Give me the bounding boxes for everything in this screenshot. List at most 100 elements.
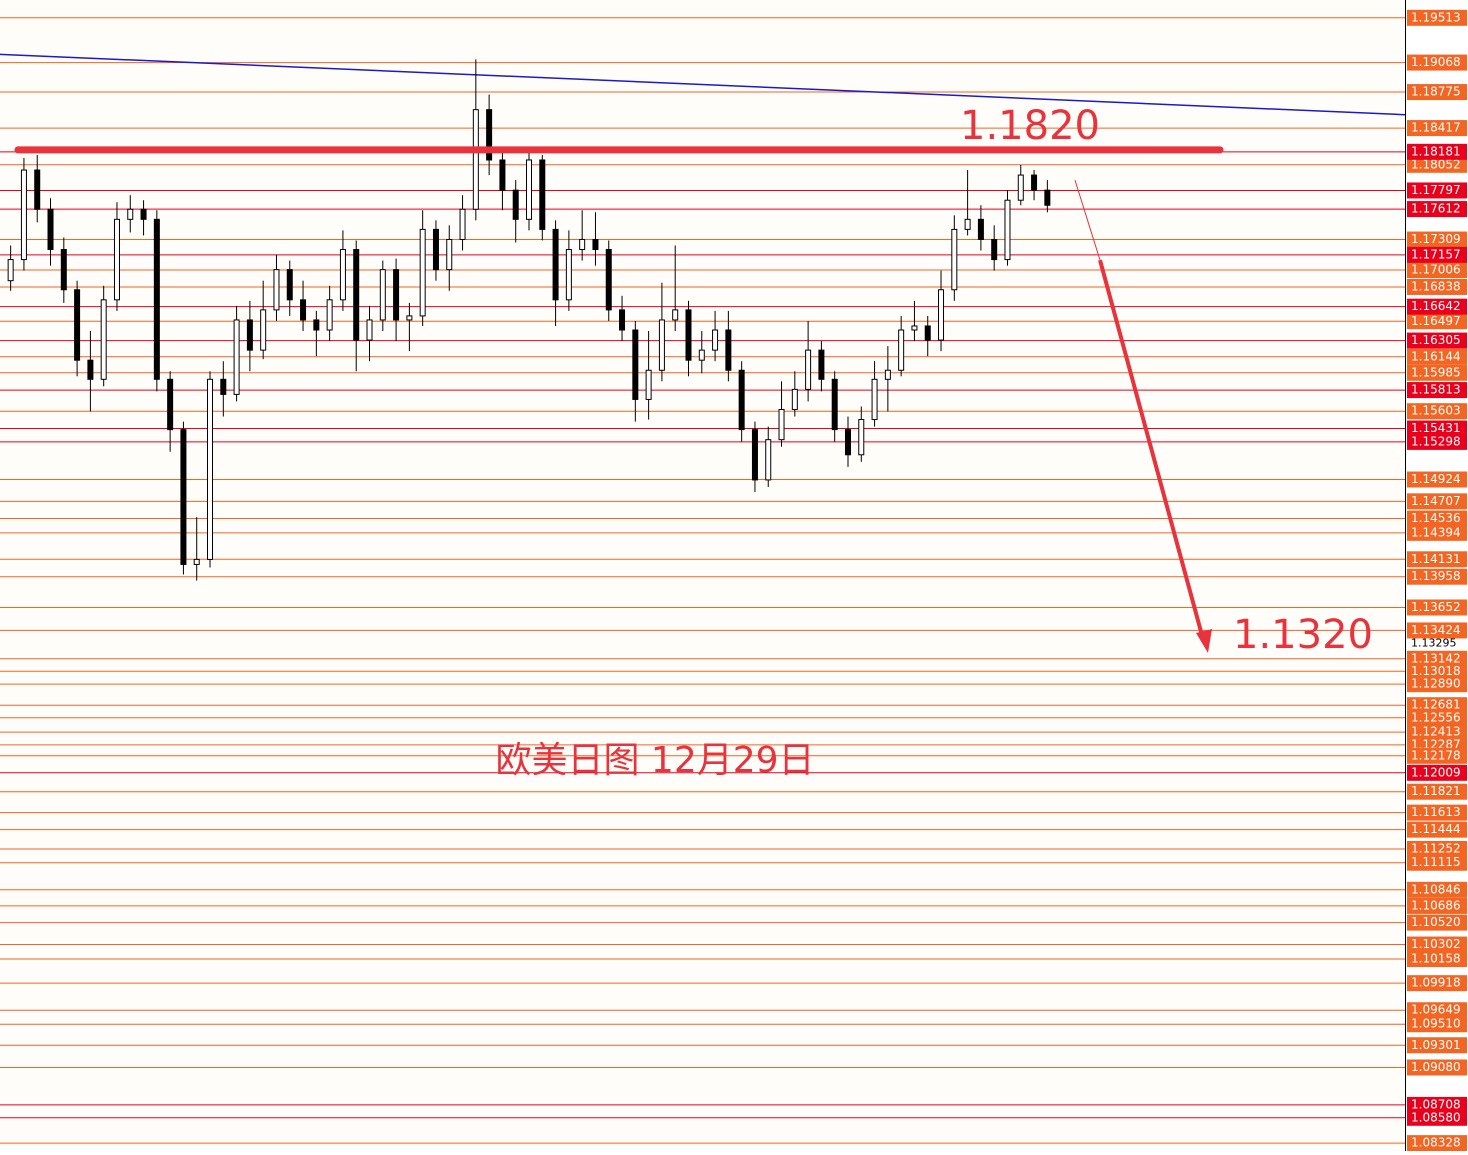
plot-area bbox=[0, 0, 1405, 1151]
candle-body bbox=[207, 378, 214, 560]
candle-body bbox=[658, 319, 665, 371]
chart-title: 欧美日图 12月29日 bbox=[495, 740, 814, 781]
key-level-label-bg bbox=[1407, 201, 1467, 218]
key-level-label: 1.17157 bbox=[1411, 247, 1461, 261]
key-level-label-bg bbox=[1407, 298, 1467, 315]
target-arrowhead bbox=[1196, 628, 1212, 653]
candle-body bbox=[74, 289, 81, 361]
candle-body bbox=[698, 349, 705, 361]
level-label: 1.09649 bbox=[1411, 1003, 1461, 1017]
level-label: 1.17309 bbox=[1411, 232, 1461, 246]
trendline bbox=[0, 53, 1406, 116]
candle-body bbox=[406, 315, 413, 321]
candle-body bbox=[539, 159, 546, 230]
level-label-bg bbox=[1407, 54, 1467, 71]
level-label: 1.12178 bbox=[1411, 748, 1461, 762]
candle-body bbox=[273, 269, 280, 311]
level-label-bg bbox=[1407, 724, 1467, 741]
candle-body bbox=[725, 329, 732, 371]
level-label: 1.10686 bbox=[1411, 898, 1461, 912]
level-label-bg bbox=[1407, 914, 1467, 931]
candle-body bbox=[20, 169, 27, 261]
level-label-bg bbox=[1407, 1135, 1467, 1152]
level-label-bg bbox=[1407, 854, 1467, 871]
key-level-label: 1.16642 bbox=[1411, 299, 1461, 313]
level-label: 1.13652 bbox=[1411, 600, 1461, 614]
candle-body bbox=[7, 259, 14, 282]
candle-body bbox=[113, 218, 120, 301]
candle-body bbox=[964, 218, 971, 230]
candle-body bbox=[938, 289, 945, 341]
level-label: 1.10302 bbox=[1411, 937, 1461, 951]
candle-body bbox=[353, 249, 360, 341]
candle-body bbox=[100, 299, 107, 380]
level-label-bg bbox=[1407, 747, 1467, 764]
key-level-label: 1.18181 bbox=[1411, 144, 1461, 158]
key-level-label-bg bbox=[1407, 433, 1467, 450]
candle-body bbox=[246, 319, 253, 351]
candle-body bbox=[446, 238, 453, 271]
candle-body bbox=[366, 319, 373, 341]
target-arrow bbox=[1098, 259, 1205, 640]
candle-body bbox=[326, 299, 333, 331]
level-label: 1.12681 bbox=[1411, 698, 1461, 712]
candle-body bbox=[393, 269, 400, 321]
level-label: 1.09510 bbox=[1411, 1017, 1461, 1031]
level-label-bg bbox=[1407, 568, 1467, 585]
candle-body bbox=[220, 378, 227, 395]
level-label: 1.12413 bbox=[1411, 725, 1461, 739]
level-label-bg bbox=[1407, 663, 1467, 680]
level-label-bg bbox=[1407, 510, 1467, 527]
level-label: 1.14394 bbox=[1411, 525, 1461, 539]
level-label-bg bbox=[1407, 821, 1467, 838]
level-label: 1.16838 bbox=[1411, 279, 1461, 293]
candle-body bbox=[499, 159, 506, 191]
candle-body bbox=[459, 208, 466, 240]
level-label: 1.09301 bbox=[1411, 1038, 1461, 1052]
key-level-label-bg bbox=[1407, 332, 1467, 349]
level-label: 1.13424 bbox=[1411, 623, 1461, 637]
candle-body bbox=[526, 159, 532, 220]
level-label-bg bbox=[1407, 348, 1467, 365]
candle-body bbox=[34, 169, 41, 210]
candle-body bbox=[1044, 189, 1051, 206]
target-label: 1.1320 bbox=[1233, 612, 1373, 658]
key-level-label: 1.08708 bbox=[1411, 1097, 1461, 1111]
candle-body bbox=[260, 309, 267, 351]
level-label-bg bbox=[1407, 120, 1467, 137]
candle-body bbox=[486, 109, 493, 161]
level-label: 1.10846 bbox=[1411, 882, 1461, 896]
level-label: 1.14131 bbox=[1411, 552, 1461, 566]
level-label-bg bbox=[1407, 551, 1467, 568]
level-label-bg bbox=[1407, 262, 1467, 279]
level-label: 1.11252 bbox=[1411, 841, 1461, 855]
candle-body bbox=[180, 429, 187, 565]
level-label-bg bbox=[1407, 783, 1467, 800]
key-level-label: 1.17797 bbox=[1411, 183, 1461, 197]
candle-body bbox=[765, 439, 772, 481]
level-label: 1.11444 bbox=[1411, 822, 1461, 836]
level-label-bg bbox=[1407, 804, 1467, 821]
candle-body bbox=[605, 249, 612, 311]
key-level-label-bg bbox=[1407, 420, 1467, 437]
level-label: 1.11115 bbox=[1411, 855, 1461, 869]
level-label: 1.16144 bbox=[1411, 349, 1461, 363]
level-label-bg bbox=[1407, 840, 1467, 857]
candle-body bbox=[1004, 199, 1011, 261]
candle-body bbox=[924, 325, 931, 341]
key-level-label-bg bbox=[1407, 382, 1467, 399]
level-label: 1.19513 bbox=[1411, 10, 1461, 24]
candle-body bbox=[127, 208, 134, 220]
level-label-bg bbox=[1407, 1002, 1467, 1019]
level-label-bg bbox=[1407, 975, 1467, 992]
level-label-bg bbox=[1407, 471, 1467, 488]
level-label-bg bbox=[1407, 231, 1467, 248]
level-label: 1.18052 bbox=[1411, 157, 1461, 171]
candle-body bbox=[751, 429, 758, 481]
level-label: 1.19068 bbox=[1411, 55, 1461, 69]
candle-body bbox=[831, 378, 838, 431]
level-label-bg bbox=[1407, 951, 1467, 968]
candle-body bbox=[1031, 174, 1038, 191]
candle-body bbox=[884, 369, 891, 380]
